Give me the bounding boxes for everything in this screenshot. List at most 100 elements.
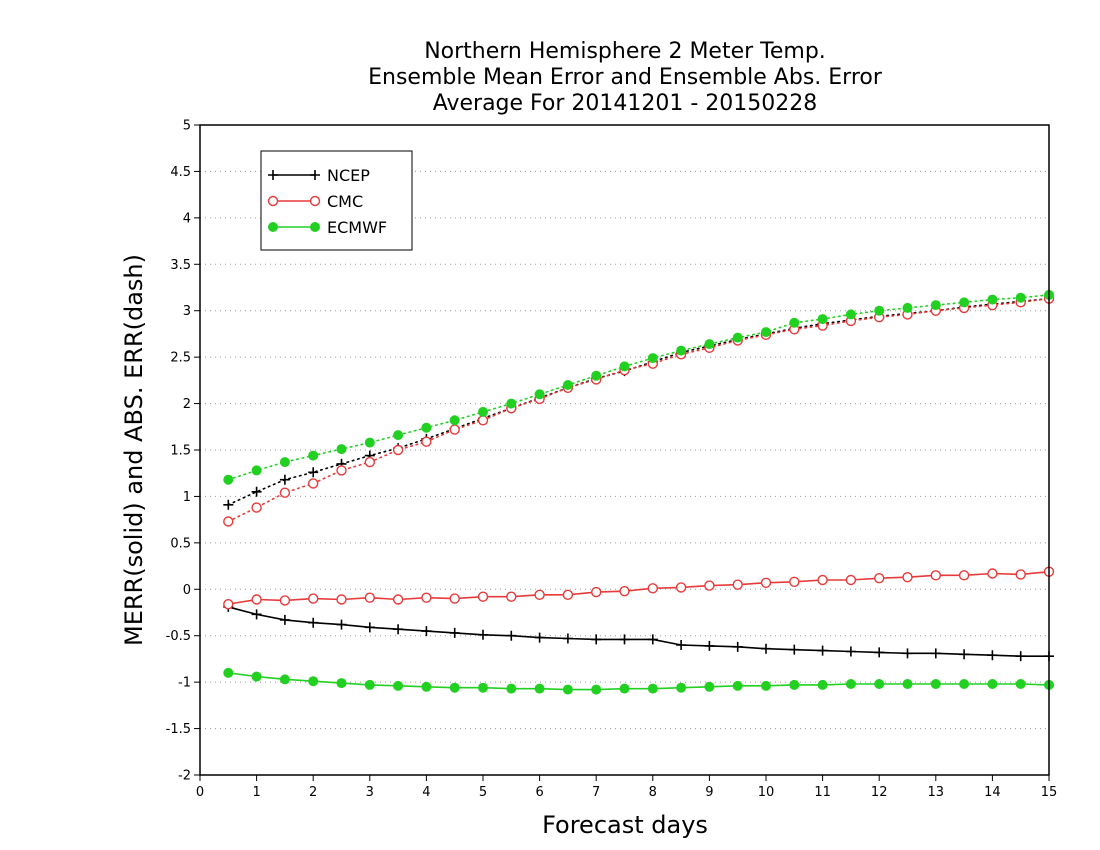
x-tick-label: 2 (309, 785, 317, 800)
point-ecmwf-merr (364, 679, 375, 690)
point-ecmwf-abs-err (619, 361, 630, 372)
point-ecmwf-abs-err (959, 297, 970, 308)
point-ecmwf-merr (534, 683, 545, 694)
y-tick-label: 1.5 (170, 444, 191, 459)
point-ecmwf-abs-err (845, 309, 856, 320)
series-line-ecmwf-merr (228, 672, 1050, 691)
point-ncep-abs-err (279, 474, 290, 485)
point-cmc-abs-err (279, 487, 291, 498)
point-cmc-merr (930, 570, 941, 581)
series-cmc (223, 293, 1055, 610)
chart-title: Northern Hemisphere 2 Meter Temp. Ensemb… (368, 39, 883, 116)
point-cmc-abs-err (336, 465, 347, 476)
chart-title-line-1: Northern Hemisphere 2 Meter Temp. (424, 39, 826, 64)
x-tick-label: 4 (422, 785, 430, 800)
x-tick-label: 13 (928, 785, 945, 800)
point-cmc-merr (534, 589, 545, 601)
point-ecmwf-abs-err (761, 327, 771, 338)
point-ncep-merr (421, 626, 432, 637)
point-ecmwf-abs-err (506, 398, 517, 409)
point-cmc-merr (591, 586, 602, 598)
point-cmc-merr (958, 570, 970, 581)
y-tick-label: 2.5 (170, 351, 191, 366)
x-tick-label: 10 (758, 785, 775, 800)
x-tick-label: 11 (814, 785, 831, 800)
point-cmc-merr (421, 592, 432, 603)
point-ecmwf-merr (279, 674, 290, 685)
point-ecmwf-merr (449, 682, 460, 693)
point-ecmwf-abs-err (449, 415, 460, 426)
point-cmc-merr (336, 594, 347, 605)
point-ecmwf-abs-err (223, 474, 234, 485)
legend-marker-ncep (310, 170, 320, 180)
x-tick-label: 9 (705, 785, 713, 800)
point-cmc-merr (675, 582, 687, 593)
point-ncep-merr (732, 641, 743, 652)
point-ecmwf-abs-err (591, 370, 602, 381)
point-ecmwf-merr (478, 682, 488, 693)
legend-marker-ecmwf (310, 222, 320, 232)
point-ncep-abs-err (308, 467, 319, 478)
y-tick-label: 0 (183, 583, 191, 598)
point-cmc-merr (760, 577, 772, 588)
y-tick-label: 3.5 (170, 258, 191, 273)
point-ecmwf-merr (421, 681, 432, 692)
point-ncep-merr (902, 648, 913, 659)
point-ecmwf-merr (223, 667, 234, 678)
x-tick-label: 1 (252, 785, 260, 800)
y-axis-title: MERR(solid) and ABS. ERR(dash) (120, 254, 148, 646)
point-ecmwf-merr (845, 679, 856, 689)
point-cmc-merr (449, 593, 460, 604)
point-cmc-merr (251, 594, 262, 605)
plot-series (223, 289, 1055, 695)
point-ncep-abs-err (251, 486, 262, 497)
point-ecmwf-abs-err (874, 305, 885, 316)
point-cmc-merr (308, 593, 319, 604)
point-ncep-merr (534, 632, 545, 643)
point-ncep-merr (930, 648, 941, 659)
x-tick-label: 8 (649, 785, 657, 800)
point-cmc-abs-err (251, 502, 262, 513)
legend-label-ncep: NCEP (327, 166, 370, 185)
point-ncep-merr (591, 634, 602, 645)
point-ncep-merr (817, 645, 828, 656)
y-tick-label: 4 (183, 211, 191, 226)
gridlines (200, 170, 1049, 730)
series-line-ncep-merr (228, 606, 1049, 657)
point-ncep-merr (393, 624, 404, 635)
point-ncep-merr (761, 643, 771, 654)
point-ecmwf-abs-err (1015, 292, 1026, 303)
y-tick-label: 3 (183, 304, 191, 319)
point-ecmwf-merr (789, 679, 800, 690)
point-cmc-merr (506, 591, 517, 602)
point-cmc-merr (732, 579, 743, 590)
point-ncep-merr (874, 647, 885, 658)
point-ecmwf-merr (987, 679, 998, 689)
point-ecmwf-merr (251, 671, 262, 682)
point-ncep-merr (789, 644, 800, 655)
point-ecmwf-merr (619, 683, 630, 694)
x-tick-label: 0 (196, 785, 204, 800)
y-tick-label: -2 (178, 769, 191, 784)
point-ecmwf-merr (506, 683, 517, 694)
point-cmc-abs-err (421, 436, 432, 447)
point-ncep-abs-err (223, 499, 234, 510)
point-cmc-merr (817, 574, 828, 586)
point-ncep-merr (562, 633, 573, 644)
axes: -2-1.5-1-0.500.511.522.533.544.550 1 2 3 4 5 6… (166, 119, 1058, 801)
series-ncep (223, 293, 1054, 662)
x-tick-label: 3 (366, 785, 374, 800)
y-tick-label: 5 (183, 119, 191, 134)
point-ecmwf-abs-err (902, 302, 913, 313)
x-tick-label: 5 (479, 785, 487, 800)
legend-entry-ncep: NCEP (268, 166, 370, 185)
point-ncep-merr (279, 614, 290, 625)
point-ncep-merr (251, 609, 262, 620)
point-ecmwf-abs-err (393, 430, 404, 441)
legend-marker-cmc (309, 195, 321, 207)
point-cmc-merr (477, 591, 489, 602)
point-cmc-merr (987, 568, 998, 579)
point-cmc-abs-err (223, 516, 234, 527)
point-ecmwf-abs-err (676, 345, 687, 356)
point-cmc-abs-err (392, 444, 404, 456)
